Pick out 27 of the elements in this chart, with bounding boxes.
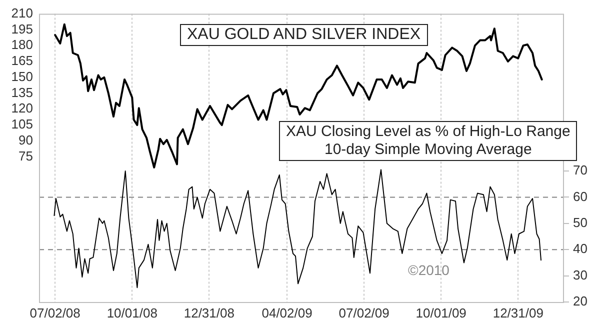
text: XAU GOLD AND SILVER INDEX bbox=[180, 24, 428, 46]
y-tick-label: 105 bbox=[11, 116, 33, 132]
y-tick-label: 90 bbox=[18, 132, 33, 148]
y2-tick-label: 40 bbox=[573, 241, 588, 256]
annotation: 10-day Simple Moving Average bbox=[323, 141, 533, 159]
x-tick-label: 07/02/09 bbox=[338, 305, 390, 320]
y-tick-label: 180 bbox=[11, 37, 33, 52]
y-tick-label: 150 bbox=[11, 68, 33, 84]
x-tick-label: 10/01/09 bbox=[416, 305, 466, 320]
x-tick-label: 12/31/09 bbox=[492, 305, 544, 320]
y-tick-label: 75 bbox=[18, 148, 33, 164]
x-tick-label: 10/01/08 bbox=[106, 305, 158, 320]
y2-tick-label: 50 bbox=[573, 214, 588, 230]
x-tick-label: 07/02/08 bbox=[30, 305, 80, 320]
y-tick-label: 135 bbox=[11, 84, 33, 100]
y2-tick-label: 30 bbox=[573, 267, 588, 282]
y2-tick-label: 20 bbox=[573, 294, 588, 309]
x-tick-label: 04/02/09 bbox=[262, 305, 312, 320]
annotation: ©2010 bbox=[408, 261, 450, 279]
annotation: XAU Closing Level as % of High-Lo Range bbox=[286, 123, 570, 141]
y-tick-label: 165 bbox=[11, 53, 33, 68]
y-tick-label: 120 bbox=[11, 100, 33, 116]
y2-tick-label: 60 bbox=[573, 188, 588, 204]
y2-tick-label: 70 bbox=[573, 162, 588, 178]
y-tick-label: 195 bbox=[11, 21, 33, 36]
y-tick-label: 210 bbox=[11, 5, 33, 20]
x-tick-label: 12/31/08 bbox=[184, 305, 234, 320]
